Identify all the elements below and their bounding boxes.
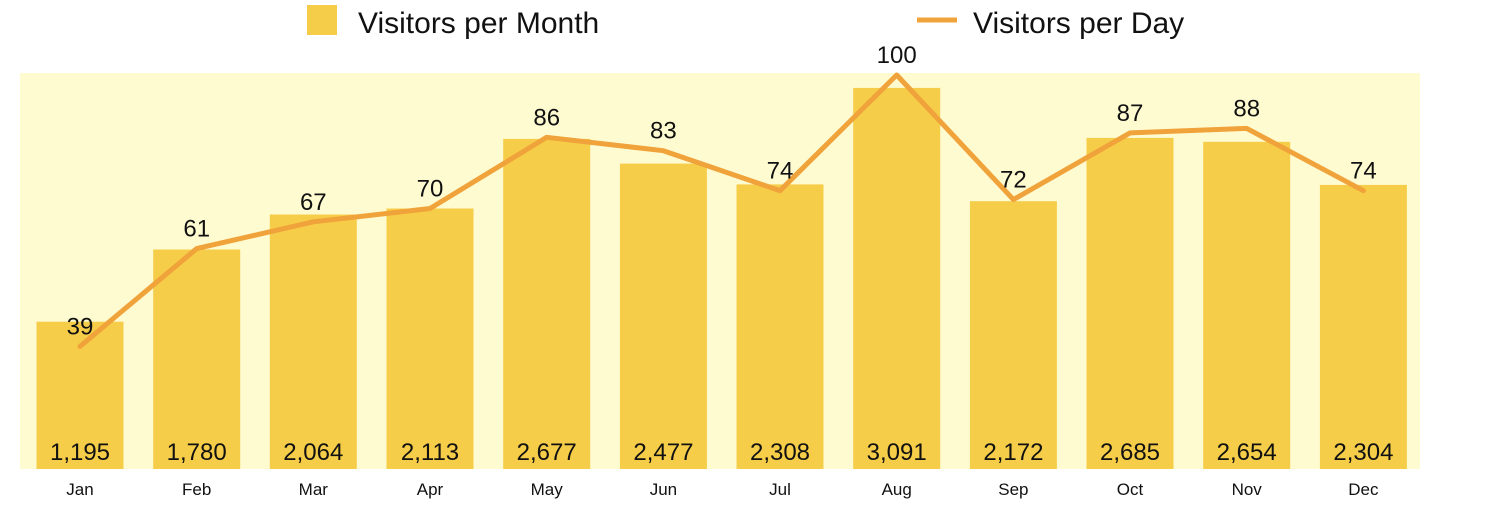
line-value-label-feb: 61 [183, 216, 210, 243]
visitors-per-day-line [77, 72, 1366, 349]
bar-mar [269, 214, 357, 469]
x-axis-tick-labels: Jan Feb Mar Apr May Jun Jul Aug Sep Oct Nov Dec [66, 480, 1379, 499]
bar-value-label-dec: 2,304 [1333, 439, 1393, 466]
x-tick-label-feb: Feb [182, 480, 211, 499]
x-tick-label-dec: Dec [1348, 480, 1379, 499]
x-tick-label-oct: Oct [1117, 480, 1144, 499]
line-value-label-aug: 100 [877, 42, 917, 69]
line-value-label-jul: 74 [767, 158, 794, 185]
bar-nov [1203, 141, 1291, 470]
bar-jun [619, 163, 707, 469]
bar-sep [969, 201, 1057, 469]
bar-value-labels: 1,195 1,780 2,064 2,113 2,677 2,477 2,308 3,091… [50, 439, 1393, 466]
bar-value-label-mar: 2,064 [283, 439, 343, 466]
legend-bar-swatch [307, 5, 337, 35]
plot-background [20, 73, 1420, 469]
bar-jul [736, 184, 824, 469]
bar-value-label-jan: 1,195 [50, 439, 110, 466]
bar-value-label-jun: 2,477 [633, 439, 693, 466]
bar-value-label-sep: 2,172 [983, 439, 1043, 466]
line-value-label-oct: 87 [1117, 100, 1144, 127]
x-tick-label-apr: Apr [417, 480, 444, 499]
legend: Visitors per Month Visitors per Day [307, 5, 1184, 40]
x-tick-label-jun: Jun [650, 480, 677, 499]
x-tick-label-may: May [531, 480, 564, 499]
line-value-label-jan: 39 [67, 313, 94, 340]
bar-value-label-feb: 1,780 [167, 439, 227, 466]
bar-value-label-oct: 2,685 [1100, 439, 1160, 466]
bar-may [503, 138, 591, 469]
legend-bar-label: Visitors per Month [358, 7, 599, 40]
x-tick-label-jan: Jan [66, 480, 93, 499]
line-value-labels: 39 61 67 70 86 83 74 100 72 87 88 74 [67, 42, 1377, 340]
line-value-label-mar: 67 [300, 189, 327, 216]
bar-dec [1319, 184, 1407, 469]
line-value-label-apr: 70 [417, 176, 444, 203]
line-value-label-sep: 72 [1000, 167, 1027, 194]
bar-aug [853, 87, 941, 470]
line-value-label-jun: 83 [650, 118, 677, 145]
x-tick-label-nov: Nov [1232, 480, 1263, 499]
bar-value-label-nov: 2,654 [1217, 439, 1277, 466]
bar-value-label-aug: 3,091 [867, 439, 927, 466]
bar-value-label-jul: 2,308 [750, 439, 810, 466]
x-tick-label-jul: Jul [769, 480, 791, 499]
bar-oct [1086, 137, 1174, 469]
x-tick-label-aug: Aug [882, 480, 912, 499]
x-tick-label-sep: Sep [998, 480, 1028, 499]
bar-value-label-apr: 2,113 [401, 439, 459, 466]
bar-apr [386, 208, 474, 469]
bar-value-label-may: 2,677 [517, 439, 577, 466]
line-value-label-dec: 74 [1350, 158, 1377, 185]
line-value-label-nov: 88 [1233, 95, 1260, 122]
legend-line-label: Visitors per Day [973, 7, 1184, 40]
line-value-label-may: 86 [533, 104, 560, 131]
x-tick-label-mar: Mar [299, 480, 329, 499]
bar-feb [153, 249, 241, 469]
